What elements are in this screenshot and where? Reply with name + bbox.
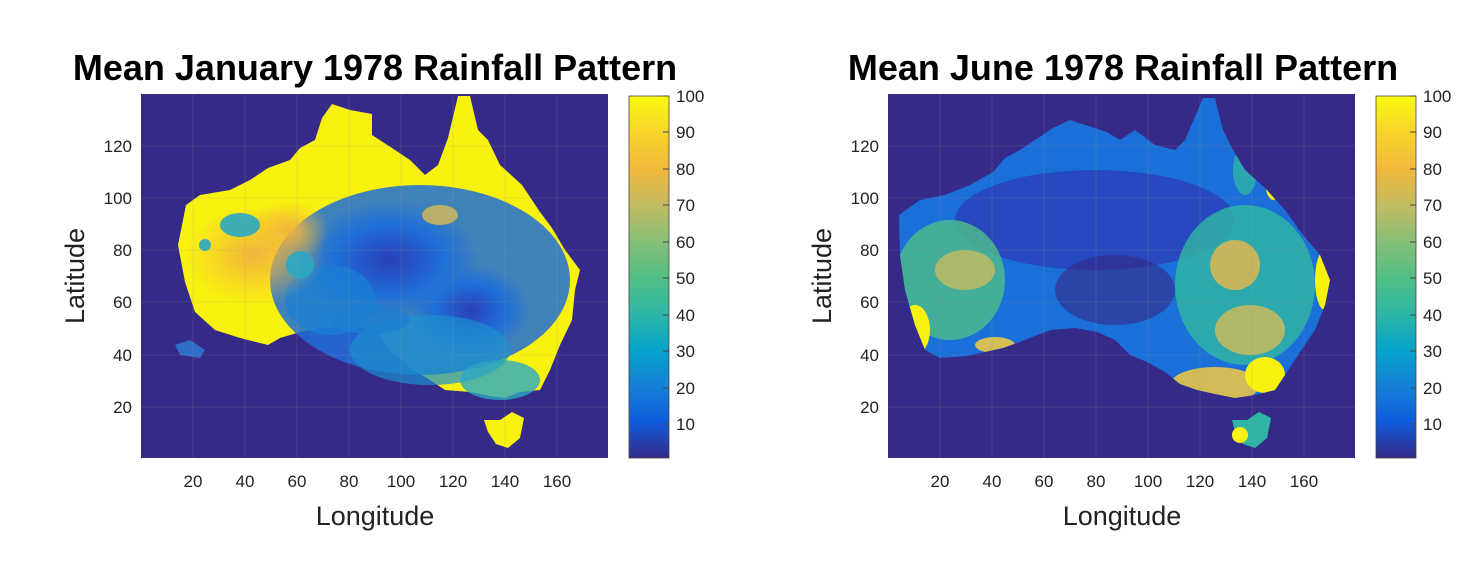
colorbar-label: 100 — [676, 87, 704, 106]
y-tick-label: 120 — [104, 137, 132, 156]
chart-title: Mean June 1978 Rainfall Pattern — [848, 47, 1398, 88]
x-tick-label: 20 — [184, 472, 203, 491]
colorbar-label: 30 — [676, 342, 695, 361]
x-axis-label: Longitude — [316, 501, 435, 531]
colorbar-labels: 100 90 80 70 60 50 40 30 20 10 — [1423, 87, 1451, 434]
y-tick-label: 100 — [851, 189, 879, 208]
x-tick-label: 160 — [1290, 472, 1318, 491]
y-tick-label: 120 — [851, 137, 879, 156]
chart-june-svg: Mean June 1978 Rainfall Pattern — [807, 47, 1451, 531]
colorbar — [1375, 95, 1417, 459]
x-tick-label: 140 — [491, 472, 519, 491]
colorbar-label: 70 — [676, 196, 695, 215]
y-tick-labels: 20 40 60 80 100 120 — [851, 137, 879, 417]
chart-january-svg: Mean January 1978 Rainfall Pattern — [60, 47, 704, 531]
x-tick-label: 100 — [1134, 472, 1162, 491]
x-tick-label: 40 — [236, 472, 255, 491]
y-tick-labels: 20 40 60 80 100 120 — [104, 137, 132, 417]
grid-lines — [888, 94, 1355, 458]
x-tick-label: 60 — [1035, 472, 1054, 491]
x-tick-labels: 20 40 60 80 100 120 140 160 — [931, 472, 1319, 491]
y-tick-label: 20 — [113, 398, 132, 417]
colorbar-label: 60 — [1423, 233, 1442, 252]
y-tick-label: 80 — [113, 241, 132, 260]
y-tick-label: 60 — [113, 293, 132, 312]
x-tick-label: 120 — [439, 472, 467, 491]
rainfall-map — [175, 96, 580, 448]
colorbar-labels: 100 90 80 70 60 50 40 30 20 10 — [676, 87, 704, 434]
y-tick-label: 20 — [860, 398, 879, 417]
grid-lines — [141, 94, 608, 458]
x-tick-label: 40 — [983, 472, 1002, 491]
colorbar-label: 20 — [1423, 379, 1442, 398]
rainfall-map — [899, 98, 1330, 448]
x-tick-label: 140 — [1238, 472, 1266, 491]
x-tick-labels: 20 40 60 80 100 120 140 160 — [184, 472, 572, 491]
colorbar-label: 80 — [676, 160, 695, 179]
colorbar-label: 30 — [1423, 342, 1442, 361]
colorbar-label: 90 — [1423, 123, 1442, 142]
colorbar-label: 60 — [676, 233, 695, 252]
y-tick-label: 40 — [860, 346, 879, 365]
rainfall-zones — [899, 145, 1330, 398]
tasmania — [484, 412, 524, 448]
x-tick-label: 100 — [387, 472, 415, 491]
southwest-fragment — [175, 340, 205, 358]
y-tick-label: 80 — [860, 241, 879, 260]
chart-june: Mean June 1978 Rainfall Pattern — [735, 0, 1470, 574]
x-axis-label: Longitude — [1063, 501, 1182, 531]
x-tick-label: 160 — [543, 472, 571, 491]
colorbar-label: 80 — [1423, 160, 1442, 179]
colorbar-label: 100 — [1423, 87, 1451, 106]
colorbar-label: 50 — [676, 269, 695, 288]
colorbar-label: 40 — [676, 306, 695, 325]
colorbar-label: 90 — [676, 123, 695, 142]
x-tick-label: 20 — [931, 472, 950, 491]
colorbar-label: 10 — [1423, 415, 1442, 434]
x-tick-label: 60 — [288, 472, 307, 491]
colorbar-label: 40 — [1423, 306, 1442, 325]
colorbar-label: 10 — [676, 415, 695, 434]
x-tick-label: 120 — [1186, 472, 1214, 491]
western-moderate-zone — [185, 200, 458, 305]
colorbar-label: 20 — [676, 379, 695, 398]
colorbar-ticks — [1410, 95, 1416, 425]
x-tick-label: 80 — [340, 472, 359, 491]
colorbar-label: 50 — [1423, 269, 1442, 288]
y-tick-label: 40 — [113, 346, 132, 365]
colorbar-label: 70 — [1423, 196, 1442, 215]
y-axis-label: Latitude — [60, 228, 90, 324]
interior-dry-zone — [270, 185, 570, 400]
chart-title: Mean January 1978 Rainfall Pattern — [73, 47, 677, 88]
y-tick-label: 100 — [104, 189, 132, 208]
colorbar — [628, 95, 670, 459]
colorbar-ticks — [663, 95, 669, 425]
x-tick-label: 80 — [1087, 472, 1106, 491]
y-axis-label: Latitude — [807, 228, 837, 324]
chart-january: Mean January 1978 Rainfall Pattern — [60, 47, 704, 531]
tasmania-wet-zone — [1232, 427, 1248, 443]
y-tick-label: 60 — [860, 293, 879, 312]
